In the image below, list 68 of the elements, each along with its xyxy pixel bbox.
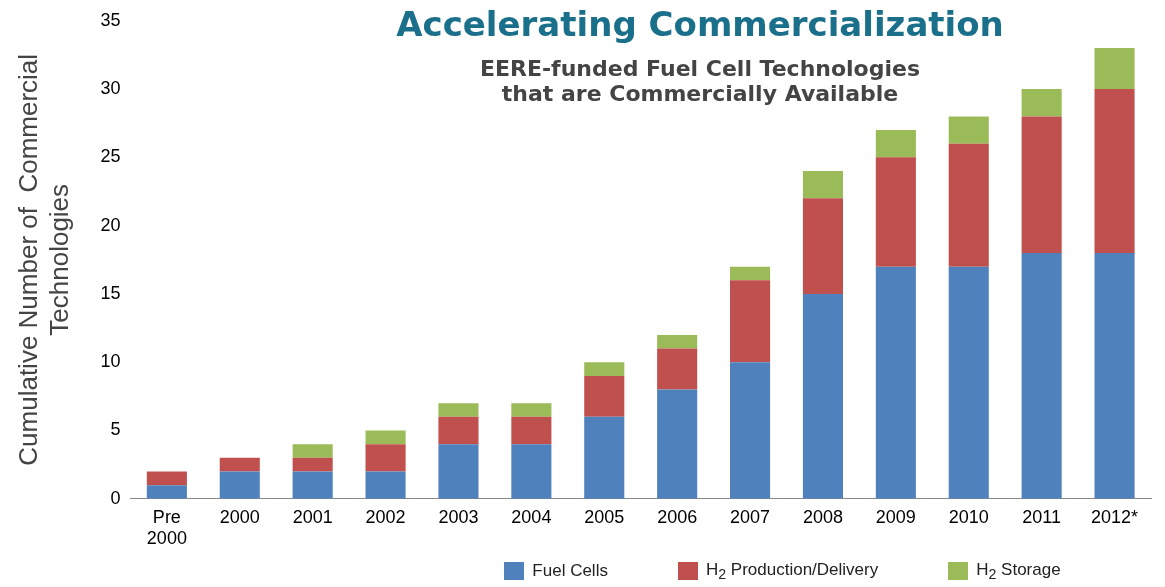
bar: [802, 198, 843, 294]
bar: [584, 416, 625, 499]
chart-title: Accelerating Commercialization: [395, 4, 1005, 44]
legend-label: H$_{2}$ Storage: [976, 560, 1061, 583]
x-tick-label: 2004: [511, 506, 552, 527]
bar: [511, 444, 552, 499]
bar: [1021, 252, 1062, 499]
bar: [438, 403, 479, 417]
bar: [730, 266, 771, 281]
y-tick-label: 5: [110, 419, 121, 440]
x-tick-label: 2006: [657, 506, 698, 527]
bar: [511, 416, 552, 445]
bar: [292, 471, 333, 499]
bar: [1021, 116, 1062, 253]
text: EERE-funded Fuel Cell Technologies that are Commercially Available: [478, 56, 922, 106]
bar: [657, 348, 698, 390]
legend-label: Fuel Cells: [532, 561, 608, 582]
bar: [584, 362, 625, 376]
x-tick-label: 2003: [438, 506, 479, 527]
y-tick-label: 10: [100, 351, 121, 372]
bar: [219, 457, 260, 472]
y-axis-title: Cumulative Number of Commercial Technologies: [12, 53, 74, 466]
y-tick-label: 30: [100, 78, 121, 99]
bar: [365, 444, 406, 472]
bar: [1094, 252, 1135, 499]
x-tick-label: 2010: [948, 506, 989, 527]
legend-label: H$_{2}$ Production/Delivery: [705, 560, 879, 583]
bar: [584, 375, 625, 417]
bar: [730, 280, 771, 363]
bar: [875, 130, 916, 158]
bar: [1094, 48, 1135, 90]
bar: [657, 334, 698, 349]
bar: [1094, 89, 1135, 253]
x-tick-label: 2000: [219, 506, 260, 527]
bar: [365, 471, 406, 499]
x-tick-label: 2011: [1022, 506, 1062, 527]
x-tick-label: 2001: [292, 506, 333, 527]
bar: [875, 157, 916, 267]
bar: [292, 457, 333, 472]
bar: [511, 403, 552, 417]
bar: [948, 266, 989, 499]
x-tick-label: 2012*: [1091, 506, 1139, 527]
y-tick-label: 0: [110, 487, 121, 508]
x-tick-label: 2002: [365, 506, 406, 527]
bar: [292, 444, 333, 458]
x-tick-label: 2005: [584, 506, 625, 527]
bar: [438, 416, 479, 445]
bar: [219, 471, 260, 499]
y-tick-label: 15: [100, 282, 121, 303]
bar: [875, 266, 916, 499]
bar: [948, 116, 989, 144]
bar: [146, 485, 187, 499]
bar: [1021, 89, 1062, 117]
bar: [438, 444, 479, 499]
x-tick-label: 2008: [802, 506, 843, 527]
bar: [802, 171, 843, 199]
x-tick-label: Pre 2000: [146, 506, 187, 549]
x-tick-label: 2009: [875, 506, 916, 527]
x-tick-label: 2007: [730, 506, 771, 527]
bar: [657, 389, 698, 499]
bar: [365, 430, 406, 445]
y-tick-label: 35: [100, 9, 121, 30]
bar: [802, 293, 843, 499]
y-tick-label: 20: [100, 214, 121, 235]
bar: [948, 143, 989, 267]
y-tick-label: 25: [100, 146, 121, 167]
bar: [730, 362, 771, 499]
bar: [146, 471, 187, 486]
